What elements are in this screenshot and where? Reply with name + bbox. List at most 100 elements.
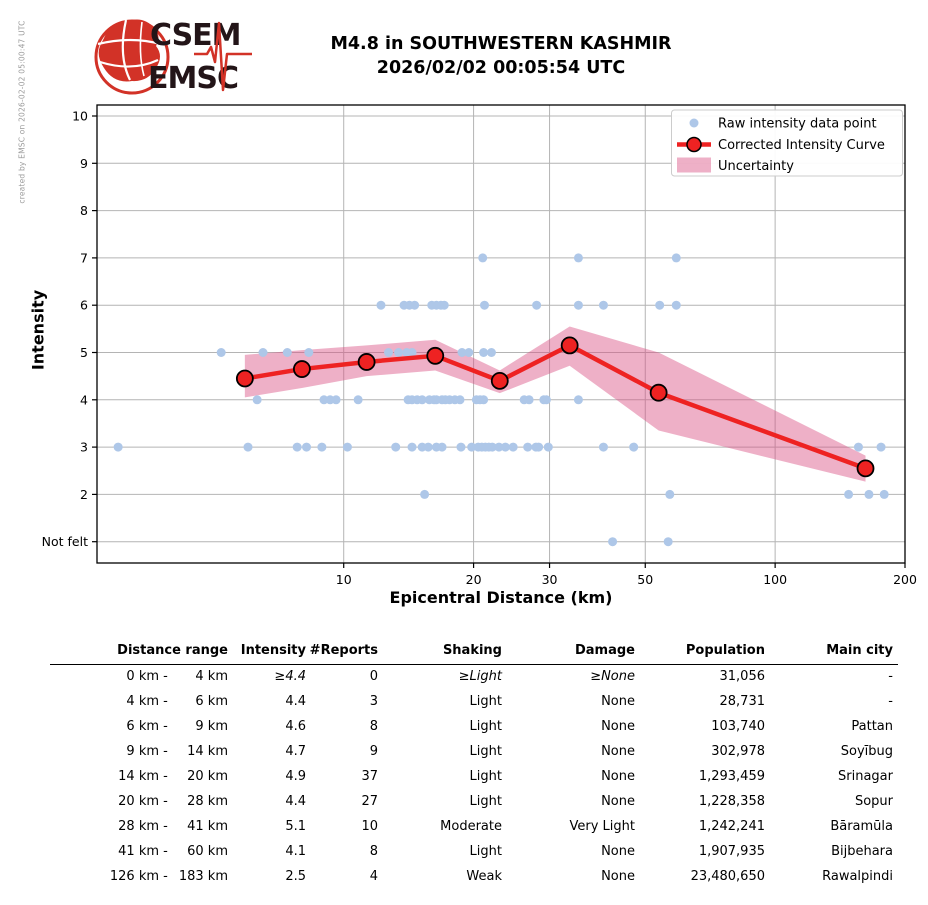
raw-intensity-point bbox=[500, 442, 510, 452]
corrected-intensity-curve bbox=[242, 343, 868, 471]
raw-intensity-point bbox=[407, 442, 417, 452]
intensity-cell: 2.5 bbox=[285, 869, 306, 884]
corrected-intensity-marker bbox=[856, 459, 875, 478]
main-city-cell: Srinagar bbox=[838, 769, 893, 784]
damage-cell: None bbox=[601, 869, 635, 884]
raw-intensity-point bbox=[258, 348, 268, 357]
shaking-cell: Light bbox=[469, 844, 502, 859]
raw-intensity-point bbox=[534, 442, 544, 452]
main-city-cell: Bāramūla bbox=[830, 819, 893, 834]
raw-intensity-point bbox=[457, 348, 467, 357]
population-cell: 1,293,459 bbox=[698, 769, 765, 784]
raw-intensity-point bbox=[853, 442, 863, 452]
raw-intensity-point bbox=[342, 442, 352, 452]
raw-intensity-point bbox=[629, 442, 639, 452]
raw-intensity-point bbox=[216, 348, 226, 357]
shaking-cell: Light bbox=[469, 794, 502, 809]
raw-intensity-point bbox=[543, 442, 553, 452]
distance-range-cell: 28 km - 41 km bbox=[118, 819, 228, 834]
reports-cell: 0 bbox=[369, 669, 378, 684]
legend-label: Corrected Intensity Curve bbox=[718, 138, 885, 153]
raw-intensity-point bbox=[608, 537, 618, 547]
legend-band-icon bbox=[677, 157, 711, 173]
raw-intensity-point bbox=[479, 300, 489, 310]
raw-intensity-point bbox=[391, 442, 401, 452]
y-tick-label: Not felt bbox=[42, 534, 88, 549]
main-city-cell: Rawalpindi bbox=[822, 869, 893, 884]
raw-intensity-point bbox=[420, 489, 430, 499]
raw-intensity-point bbox=[410, 300, 420, 310]
reports-cell: 10 bbox=[361, 819, 378, 834]
main-city-cell: - bbox=[888, 694, 893, 709]
plot-border bbox=[96, 104, 906, 564]
raw-intensity-point bbox=[876, 442, 886, 452]
reports-cell: 27 bbox=[361, 794, 378, 809]
legend-curve-marker-icon bbox=[686, 136, 702, 153]
y-tick-label: 6 bbox=[80, 298, 88, 313]
damage-cell: Very Light bbox=[569, 819, 636, 834]
population-cell: 31,056 bbox=[719, 669, 766, 684]
shaking-cell: Weak bbox=[466, 869, 502, 884]
raw-intensity-point bbox=[663, 537, 673, 547]
distance-range-cell: 0 km - 4 km bbox=[126, 669, 228, 684]
main-city-cell: Pattan bbox=[851, 719, 893, 734]
table-header-row: Distance range Intensity #Reports Shaking Da… bbox=[0, 636, 928, 664]
corrected-intensity-marker bbox=[293, 360, 311, 378]
table-row: 28 km - 41 km 5.1 10 Moderate Very Light 1,24… bbox=[0, 814, 928, 839]
globe-icon bbox=[94, 19, 170, 95]
table-row: 4 km - 6 km 4.4 3 Light None 28,731 - bbox=[0, 689, 928, 714]
intensity-cell: 4.6 bbox=[285, 719, 306, 734]
raw-intensity-point bbox=[573, 300, 583, 310]
raw-intensity-point bbox=[478, 253, 488, 263]
raw-intensity-point bbox=[532, 300, 542, 310]
raw-intensity-point bbox=[292, 442, 302, 452]
table-header-cell: #Reports bbox=[309, 642, 378, 658]
table-row: 9 km - 14 km 4.7 9 Light None 302,978 Soyībug bbox=[0, 739, 928, 764]
x-tick-label: 200 bbox=[893, 572, 917, 587]
corrected-intensity-marker bbox=[426, 346, 445, 365]
reports-cell: 8 bbox=[369, 719, 378, 734]
shaking-cell: Light bbox=[469, 769, 502, 784]
raw-intensity-point bbox=[243, 442, 253, 452]
title-line-2: 2026/02/02 00:05:54 UTC bbox=[376, 58, 626, 78]
table-row: 126 km - 183 km 2.5 4 Weak None 23,480,650 Raw… bbox=[0, 864, 928, 889]
uncertainty-band bbox=[244, 326, 866, 482]
raw-intensity-point bbox=[456, 442, 466, 452]
intensity-cell: 4.7 bbox=[285, 744, 306, 759]
raw-intensity-point bbox=[304, 348, 314, 357]
intensity-cell: 4.1 bbox=[285, 844, 306, 859]
raw-intensity-point bbox=[671, 300, 681, 310]
raw-intensity-point bbox=[665, 489, 675, 499]
raw-intensity-point bbox=[467, 442, 477, 452]
shaking-cell: ≥Light bbox=[458, 669, 502, 684]
legend-raw-point-icon bbox=[689, 118, 699, 128]
y-tick-label: 3 bbox=[80, 440, 88, 455]
corrected-intensity-marker bbox=[649, 383, 668, 402]
y-tick-label: 10 bbox=[72, 109, 88, 124]
table-header-rule bbox=[50, 664, 898, 665]
damage-cell: ≥None bbox=[590, 669, 635, 684]
corrected-intensity-marker bbox=[560, 336, 579, 355]
main-city-cell: - bbox=[888, 669, 893, 684]
intensity-cell: 4.4 bbox=[285, 794, 306, 809]
logo-csem-text: CSEM bbox=[150, 18, 241, 53]
raw-intensity-point bbox=[331, 395, 341, 405]
population-cell: 23,480,650 bbox=[690, 869, 765, 884]
raw-intensity-point bbox=[864, 489, 874, 499]
raw-intensity-point bbox=[437, 442, 447, 452]
shaking-cell: Light bbox=[469, 719, 502, 734]
damage-cell: None bbox=[601, 694, 635, 709]
raw-intensity-point bbox=[464, 348, 474, 357]
y-tick-label: 4 bbox=[80, 392, 88, 407]
reports-cell: 3 bbox=[369, 694, 378, 709]
population-cell: 28,731 bbox=[719, 694, 766, 709]
raw-intensity-point bbox=[376, 300, 386, 310]
raw-intensity-point bbox=[317, 442, 327, 452]
table-header-cell: Main city bbox=[826, 642, 893, 658]
shaking-cell: Moderate bbox=[440, 819, 502, 834]
x-axis-label: Epicentral Distance (km) bbox=[389, 588, 613, 607]
raw-intensity-point bbox=[479, 348, 489, 357]
reports-cell: 8 bbox=[369, 844, 378, 859]
y-tick-label: 7 bbox=[80, 250, 88, 265]
page-title: M4.8 in SOUTHWESTERN KASHMIR 2026/02/02 … bbox=[97, 32, 905, 80]
